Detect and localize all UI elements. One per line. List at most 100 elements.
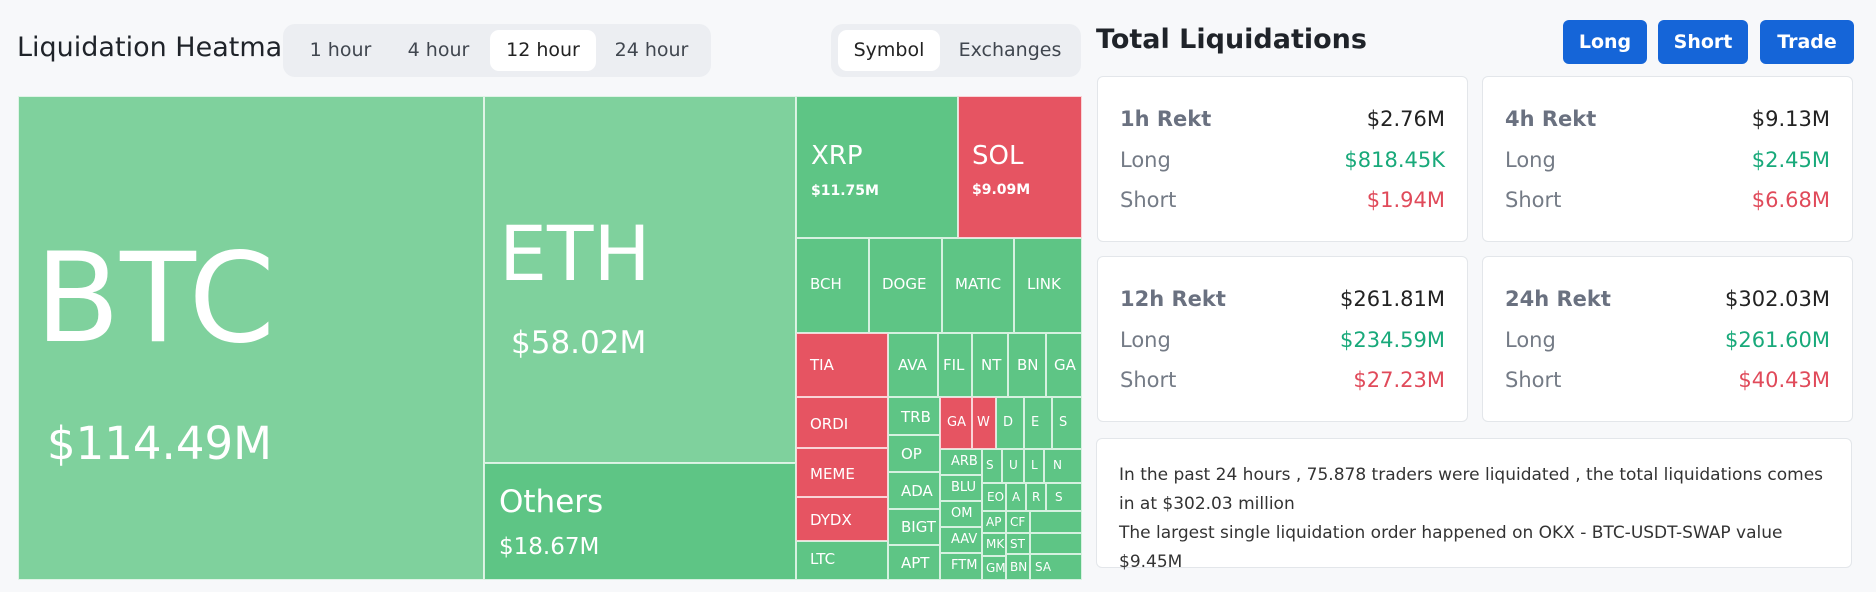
tile-doge[interactable]: DOGE [869, 238, 942, 333]
long-value: $261.60M [1725, 328, 1830, 352]
tile-eo[interactable]: EO [982, 483, 1006, 511]
tile-blu[interactable]: BLU [940, 475, 982, 501]
tile-tia[interactable]: TIA [796, 333, 888, 397]
tile-btc[interactable]: BTC $114.49M [18, 96, 484, 580]
card-total: $261.81M [1340, 287, 1445, 311]
tile-bn[interactable]: BN [1008, 333, 1046, 397]
tab-24-hour[interactable]: 24 hour [614, 39, 689, 61]
tile-mk[interactable]: MK [982, 533, 1006, 556]
tile-om[interactable]: OM [940, 501, 982, 527]
tile-bigt[interactable]: BIGT [888, 509, 940, 545]
tile-meme[interactable]: MEME [796, 448, 888, 497]
tile-symbol: CF [1010, 515, 1026, 529]
tile-xrp[interactable]: XRP $11.75M [796, 96, 958, 238]
tile-symbol: NT [981, 356, 1002, 374]
tile-w[interactable]: W [972, 397, 996, 449]
tile-a[interactable]: A [1006, 483, 1026, 511]
tile-symbol: OP [901, 445, 922, 463]
tile-value: $11.75M [811, 183, 879, 199]
liquidation-summary: In the past 24 hours , 75.878 traders we… [1096, 438, 1852, 572]
trade-button[interactable]: Trade [1760, 20, 1854, 64]
long-label: Long [1120, 148, 1171, 172]
card-label: 1h Rekt [1120, 107, 1212, 131]
rekt-card-1h: 1h Rekt $2.76M Long $818.45K Short $1.94M [1097, 76, 1468, 242]
tile-cf[interactable]: CF [1006, 511, 1030, 533]
tile-value: $9.09M [972, 182, 1031, 198]
tile-u[interactable]: U [1002, 449, 1024, 483]
tile-ltc[interactable]: LTC [796, 541, 888, 580]
tile-st[interactable]: ST [1006, 533, 1030, 554]
tab-12-hour[interactable]: 12 hour [490, 30, 596, 71]
tile-value: $18.67M [499, 534, 600, 560]
tile-n[interactable]: N [1044, 449, 1082, 483]
tile-symbol: SOL [972, 141, 1024, 171]
tile-r[interactable]: R [1026, 483, 1046, 511]
tile-bch[interactable]: BCH [796, 238, 869, 333]
tile-symbol: D [1003, 415, 1014, 430]
tile-sol[interactable]: SOL $9.09M [958, 96, 1082, 238]
tile-matic[interactable]: MATIC [942, 238, 1014, 333]
tile-value: $58.02M [511, 325, 647, 361]
tile-e[interactable]: E [1024, 397, 1052, 449]
tile-op[interactable]: OP [888, 435, 940, 472]
tile-ap[interactable]: AP [982, 511, 1006, 533]
tile-arb[interactable]: ARB [940, 449, 982, 475]
tile-dydx[interactable]: DYDX [796, 497, 888, 541]
tile-symbol: ARB [951, 454, 978, 469]
tile-symbol: APT [901, 554, 930, 572]
tile-ordi[interactable]: ORDI [796, 397, 888, 448]
long-label: Long [1505, 328, 1556, 352]
tile-fil[interactable]: FIL [938, 333, 972, 397]
tile-ga[interactable]: GA [1046, 333, 1082, 397]
short-value: $27.23M [1353, 368, 1445, 392]
tile-symbol: FTM [951, 558, 978, 573]
tile-aav[interactable]: AAV [940, 527, 982, 553]
tile-symbol: EO [987, 490, 1005, 504]
tile-ga-2[interactable]: GA [940, 397, 972, 449]
tile-symbol: S [1055, 490, 1063, 504]
liquidation-heatmap: BTC $114.49M ETH $58.02M Others $18.67M … [18, 96, 1082, 580]
tile-ftm[interactable]: FTM [940, 553, 982, 580]
tile-green-filler-2[interactable] [1030, 533, 1082, 554]
tile-symbol: BLU [951, 480, 977, 495]
group-tabs: Symbol Exchanges [831, 24, 1081, 77]
rekt-card-24h: 24h Rekt $302.03M Long $261.60M Short $40.4… [1482, 256, 1853, 422]
tile-bn-2[interactable]: BN [1006, 554, 1030, 580]
short-label: Short [1120, 368, 1177, 392]
tile-symbol: GA [1054, 356, 1076, 374]
tile-s-3[interactable]: S [1046, 483, 1082, 511]
tile-s-2[interactable]: S [982, 449, 1002, 483]
summary-line-2: The largest single liquidation order hap… [1119, 523, 1783, 572]
heatmap-title: Liquidation Heatmap [17, 32, 300, 63]
rekt-card-4h: 4h Rekt $9.13M Long $2.45M Short $6.68M [1482, 76, 1853, 242]
tile-symbol: L [1031, 458, 1038, 472]
tile-nt[interactable]: NT [972, 333, 1008, 397]
tile-link[interactable]: LINK [1014, 238, 1082, 333]
tab-exchanges[interactable]: Exchanges [958, 39, 1062, 61]
tile-others[interactable]: Others $18.67M [484, 463, 796, 580]
tile-gm[interactable]: GM [982, 556, 1006, 580]
total-liquidations-title: Total Liquidations [1096, 24, 1367, 55]
summary-line-1: In the past 24 hours , 75.878 traders we… [1119, 465, 1824, 514]
tile-symbol: AP [986, 515, 1002, 529]
short-button[interactable]: Short [1658, 20, 1748, 64]
tab-1-hour[interactable]: 1 hour [309, 39, 372, 61]
tab-symbol[interactable]: Symbol [838, 30, 940, 71]
tile-green-filler-1[interactable] [1030, 511, 1082, 533]
tile-ava[interactable]: AVA [888, 333, 938, 397]
long-button[interactable]: Long [1563, 20, 1647, 64]
tile-ada[interactable]: ADA [888, 472, 940, 509]
tile-symbol: LTC [810, 550, 836, 568]
tile-symbol: OM [951, 506, 973, 521]
tile-apt[interactable]: APT [888, 545, 940, 580]
long-value: $2.45M [1751, 148, 1830, 172]
long-value: $234.59M [1340, 328, 1445, 352]
tile-symbol: DYDX [810, 511, 852, 529]
tile-s[interactable]: S [1052, 397, 1082, 449]
tile-l[interactable]: L [1024, 449, 1044, 483]
tile-d[interactable]: D [996, 397, 1024, 449]
tab-4-hour[interactable]: 4 hour [407, 39, 470, 61]
tile-eth[interactable]: ETH $58.02M [484, 96, 796, 463]
tile-trb[interactable]: TRB [888, 397, 940, 435]
tile-sa[interactable]: SA [1030, 554, 1082, 580]
